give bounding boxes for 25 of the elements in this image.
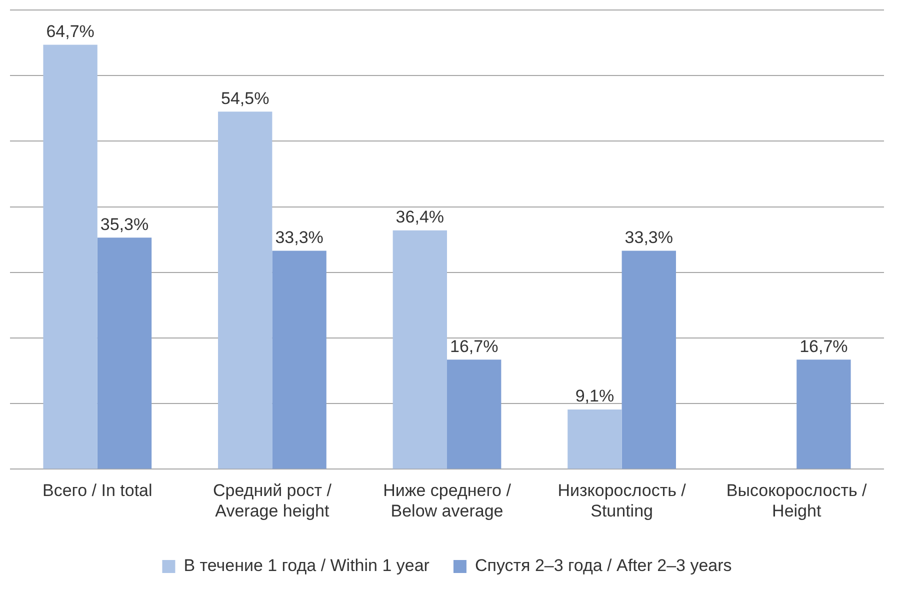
data-label: 35,3% [100,214,149,234]
bar [43,44,98,469]
data-label: 16,7% [800,336,848,356]
x-tick-label: Высокорослость / Height [726,481,868,520]
bar [272,250,326,469]
bar [796,360,851,469]
data-label: 33,3% [275,228,324,247]
data-label: 54,5% [221,88,270,108]
data-label: 64,7% [46,22,94,41]
bar [218,112,272,469]
bar [97,238,152,469]
x-tick-label: Низкорослость / Stunting [558,481,686,520]
bar [447,360,502,469]
data-label: 33,3% [624,228,673,247]
bar [568,410,622,469]
x-tick-label: Ниже среднего / Below average [383,481,512,520]
data-label: 9,1% [575,386,614,406]
legend-label: Спустя 2–3 года / After 2–3 years [474,556,732,576]
legend-label: В течение 1 года / Within 1 year [184,556,430,576]
bar [392,230,447,469]
x-tick-label: Средний рост / Average height [212,481,332,520]
x-tick-label: Всего / In total [42,481,152,500]
data-label: 16,7% [450,336,498,356]
bar [622,250,676,469]
data-label: 36,4% [396,208,444,227]
